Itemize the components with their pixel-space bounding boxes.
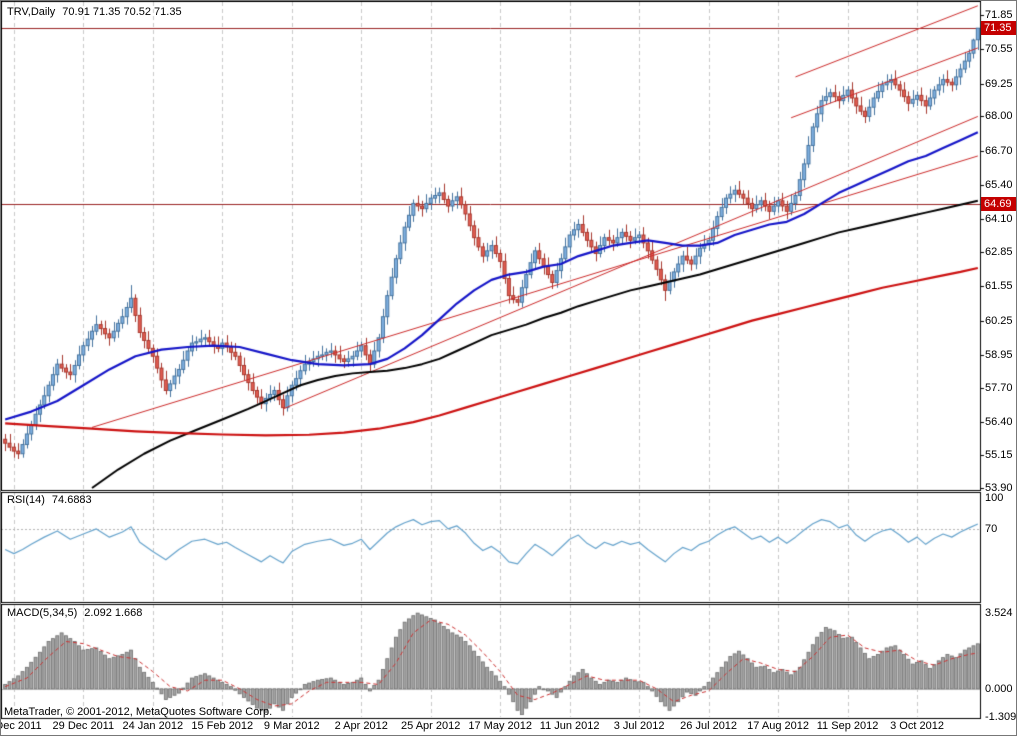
metatrader-chart-window: TRV,Daily 70.91 71.35 70.52 71.35 RSI(14)… — [0, 0, 1017, 736]
chart-canvas[interactable] — [1, 1, 1016, 735]
